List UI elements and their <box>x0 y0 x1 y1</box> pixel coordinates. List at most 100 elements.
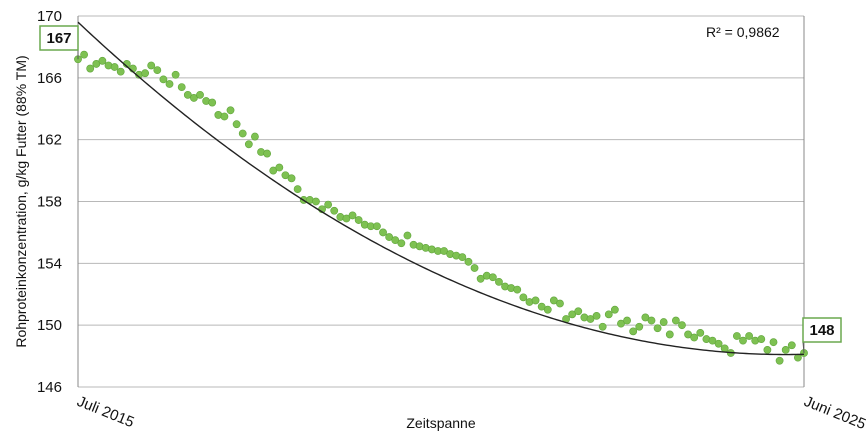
grid-lines <box>77 15 805 388</box>
data-point <box>147 61 156 70</box>
data-point <box>116 67 125 76</box>
data-point <box>330 206 339 215</box>
y-tick-label: 170 <box>37 8 62 25</box>
data-point <box>720 344 729 353</box>
data-point <box>757 335 766 343</box>
data-point <box>665 330 674 339</box>
data-point <box>629 327 638 336</box>
data-point <box>763 345 772 354</box>
data-point <box>775 356 784 365</box>
data-point <box>86 64 95 73</box>
data-point <box>513 285 522 294</box>
x-tick-label-start: Juli 2015 <box>75 393 137 431</box>
trend-line <box>77 21 805 356</box>
data-point <box>714 339 723 348</box>
data-point <box>342 214 351 223</box>
data-point <box>574 307 583 316</box>
callout-end-leader <box>802 341 805 354</box>
data-point <box>238 129 247 138</box>
y-axis-title: Rohproteinkonzentration, g/kg Futter (88… <box>13 55 29 347</box>
data-point <box>476 274 485 283</box>
data-point <box>177 83 186 92</box>
data-point <box>190 94 198 102</box>
y-tick-labels: 146 150 154 158 162 166 170 <box>37 8 62 396</box>
data-point <box>324 200 333 209</box>
data-point <box>348 211 357 220</box>
data-point <box>165 80 174 88</box>
y-tick-label: 146 <box>37 379 62 396</box>
data-point <box>373 222 381 231</box>
data-point <box>739 336 747 345</box>
y-tick-label: 162 <box>37 132 62 149</box>
data-point <box>354 216 363 224</box>
data-point <box>671 316 680 325</box>
data-point <box>531 296 540 305</box>
data-point <box>610 305 619 314</box>
data-point <box>153 66 162 75</box>
data-point <box>659 318 668 326</box>
data-point <box>458 253 467 262</box>
data-point <box>769 338 778 347</box>
y-tick-label: 166 <box>37 70 62 87</box>
data-point <box>586 315 595 323</box>
data-point <box>171 70 180 79</box>
data-point <box>403 231 412 240</box>
data-point <box>287 174 296 183</box>
value-callouts: 167 148 <box>39 25 842 354</box>
data-point <box>232 120 241 129</box>
data-point <box>141 69 150 78</box>
data-point <box>732 332 741 340</box>
data-point <box>263 149 272 158</box>
data-point <box>208 98 217 107</box>
data-point <box>537 302 546 311</box>
data-point <box>543 305 552 314</box>
data-point <box>568 310 577 319</box>
data-point <box>196 90 204 99</box>
data-point <box>281 171 290 180</box>
data-point <box>641 313 650 322</box>
data-point <box>556 299 564 308</box>
y-tick-label: 158 <box>37 194 62 211</box>
callout-start-box <box>39 25 79 51</box>
data-point <box>488 273 497 282</box>
data-point <box>787 341 796 350</box>
data-point <box>690 333 699 342</box>
data-point <box>617 319 625 328</box>
data-point <box>391 236 400 245</box>
data-point <box>604 310 613 319</box>
data-point <box>92 60 101 68</box>
data-point <box>275 163 284 172</box>
x-axis-title: Zeitspanne <box>406 415 475 431</box>
data-point <box>684 330 692 339</box>
data-point <box>244 140 253 149</box>
data-point <box>110 63 119 71</box>
data-point <box>269 166 278 175</box>
callout-end-value: 148 <box>809 322 834 339</box>
data-point <box>251 132 259 141</box>
data-point <box>183 90 192 99</box>
data-point <box>293 185 302 194</box>
data-point <box>397 239 406 248</box>
data-point <box>678 321 686 330</box>
data-point <box>647 316 656 325</box>
data-point <box>98 56 107 65</box>
data-point <box>495 277 503 286</box>
data-point <box>519 293 528 302</box>
data-point <box>440 247 448 255</box>
data-point <box>549 296 558 305</box>
data-point <box>226 106 235 115</box>
data-point <box>635 322 644 331</box>
data-point <box>80 50 89 59</box>
data-point <box>385 233 394 241</box>
y-tick-label: 154 <box>37 255 62 272</box>
data-point <box>708 336 717 345</box>
data-point <box>592 311 601 320</box>
x-tick-label-end: Juni 2025 <box>802 393 868 433</box>
callout-end-box <box>802 317 842 343</box>
data-point <box>220 112 229 121</box>
data-point <box>159 75 168 84</box>
data-point <box>379 228 387 237</box>
data-point <box>470 264 479 272</box>
data-point <box>312 197 320 206</box>
